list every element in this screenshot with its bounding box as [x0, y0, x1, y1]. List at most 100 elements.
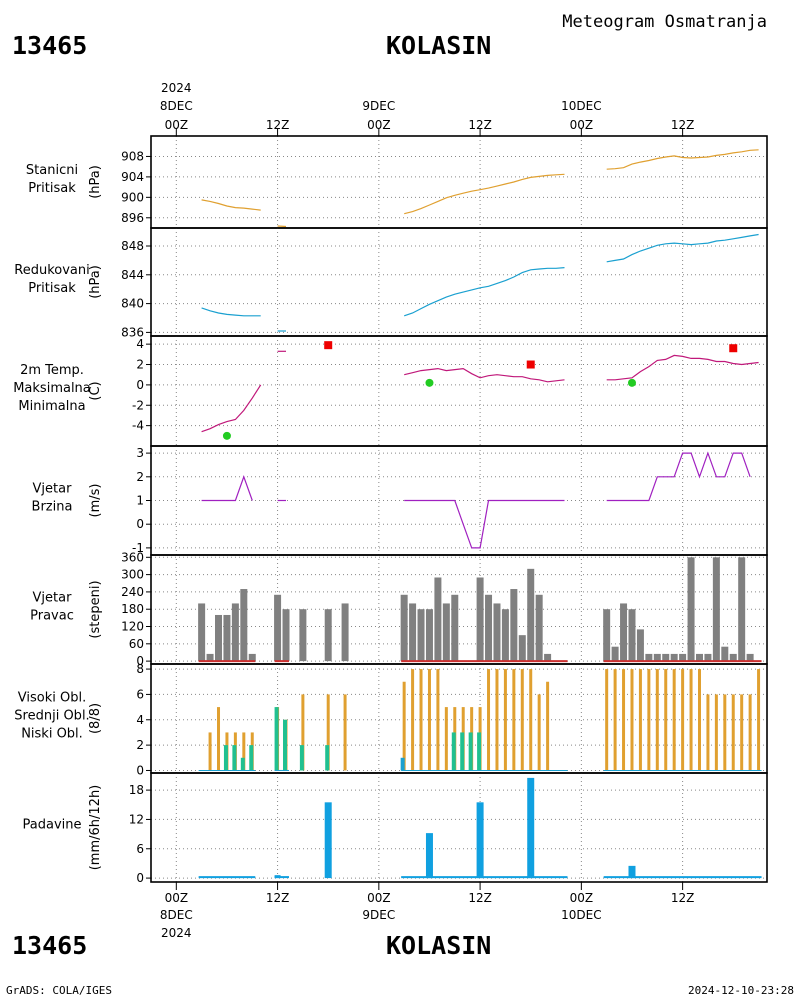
y-tick-label: 12: [129, 812, 144, 826]
y-tick-label: 2: [136, 470, 144, 484]
x-tick-label-top: 12Z: [468, 118, 492, 132]
y-tick-label: 6: [136, 687, 144, 701]
direction-bar: [231, 603, 239, 662]
precip-bar: [274, 875, 281, 879]
mid-cloud-bar: [240, 757, 245, 771]
y-tick-label: 0: [136, 378, 144, 392]
mid-cloud-bar: [299, 745, 304, 771]
panel-wind_speed: -1 0 1 2 3 (m/s) Vjetar Brzina: [32, 445, 768, 556]
direction-bar: [712, 557, 720, 662]
low-cloud-bar: [419, 669, 423, 771]
footer-timestamp: 2024-12-10-23:28: [688, 984, 794, 997]
low-cloud-bar: [444, 707, 448, 771]
direction-bar: [535, 594, 543, 662]
tmax-marker: [526, 360, 535, 369]
low-cloud-bar: [630, 669, 634, 771]
low-cloud-bar: [537, 694, 541, 771]
direction-bar: [341, 603, 349, 662]
x-year-label-bottom: 2024: [161, 926, 192, 940]
mid-cloud-bar: [283, 719, 288, 771]
panel-label: Niski Obl.: [21, 727, 83, 742]
footer-credit: GrADS: COLA/IGES: [6, 984, 112, 997]
direction-bar: [409, 603, 417, 662]
tmax-marker: [324, 341, 333, 350]
series-line: [606, 149, 759, 170]
direction-bar: [248, 653, 256, 662]
tmin-marker: [425, 378, 434, 387]
y-axis-label: (hPa): [88, 165, 103, 199]
direction-bar: [679, 653, 687, 662]
y-axis-label: (m/s): [88, 484, 103, 518]
direction-bar: [653, 653, 661, 662]
series-line: [201, 384, 262, 433]
panel-label: Minimalna: [18, 399, 85, 414]
low-cloud-bar: [529, 669, 533, 771]
low-cloud-bar: [706, 694, 710, 771]
panel-wind_direction: 0 60 120 180 240 300 360 (stepeni) Vjetar Pravac: [30, 550, 768, 668]
y-tick-label: -4: [132, 419, 144, 433]
tmin-marker: [627, 378, 636, 387]
series-line: [606, 354, 759, 381]
direction-bar: [636, 629, 644, 662]
y-axis-label: (C): [88, 381, 103, 400]
direction-bar: [434, 577, 442, 662]
y-tick-label: 360: [121, 550, 144, 564]
direction-bar: [628, 609, 636, 662]
direction-bar: [620, 603, 628, 662]
low-cloud-bar: [208, 732, 212, 771]
y-tick-label: 60: [129, 637, 144, 651]
mid-cloud-bar: [232, 745, 237, 771]
panel-frame: [150, 335, 768, 447]
mid-cloud-bar: [468, 732, 473, 771]
low-cloud-bar: [723, 694, 727, 771]
low-cloud-bar: [503, 669, 507, 771]
low-cloud-bar: [520, 669, 524, 771]
series-line: [404, 267, 565, 317]
x-date-label-bottom: 9DEC: [362, 908, 395, 922]
station-name-top: KOLASIN: [386, 31, 492, 60]
low-cloud-bar: [343, 694, 347, 771]
y-tick-label: 908: [121, 149, 144, 163]
panel-label: Stanicni: [26, 163, 78, 178]
x-tick-label-bottom: 00Z: [165, 891, 189, 905]
station-id-top: 13465: [12, 31, 88, 60]
x-tick-label-top: 00Z: [570, 118, 594, 132]
y-tick-label: 8: [136, 662, 144, 676]
y-tick-label: 844: [121, 268, 144, 282]
low-cloud-bar: [427, 669, 431, 771]
low-cloud-bar: [638, 669, 642, 771]
series-line: [404, 367, 565, 383]
direction-bar: [518, 635, 526, 662]
series-line: [201, 199, 261, 211]
direction-bar: [645, 653, 653, 662]
y-tick-label: 0: [136, 654, 144, 668]
low-cloud-bar: [487, 669, 491, 771]
y-tick-label: 0: [136, 517, 144, 531]
low-cloud-bar: [326, 694, 330, 771]
x-tick-label-bottom: 12Z: [671, 891, 695, 905]
x-tick-label-bottom: 00Z: [570, 891, 594, 905]
low-cloud-bar: [655, 669, 659, 771]
panel-label: Vjetar: [33, 591, 73, 606]
y-tick-label: 840: [121, 297, 144, 311]
direction-bar: [510, 589, 518, 662]
direction-bar: [611, 646, 619, 662]
low-cloud-bar: [301, 694, 305, 771]
direction-bar: [662, 653, 670, 662]
direction-bar: [442, 603, 450, 662]
direction-bar: [400, 594, 408, 662]
y-tick-label: 6: [136, 842, 144, 856]
direction-bar: [324, 609, 332, 662]
x-date-label-top: 10DEC: [561, 99, 601, 113]
low-cloud-bar: [731, 694, 735, 771]
low-cloud-bar: [402, 681, 406, 771]
tmax-marker: [729, 344, 738, 353]
panel-frame: [150, 135, 768, 229]
station-name-bottom: KOLASIN: [386, 931, 492, 960]
x-date-label-bottom: 10DEC: [561, 908, 601, 922]
mid-cloud-bar: [223, 745, 228, 771]
panel-label: Pritisak: [28, 181, 76, 196]
y-tick-label: 0: [136, 763, 144, 777]
